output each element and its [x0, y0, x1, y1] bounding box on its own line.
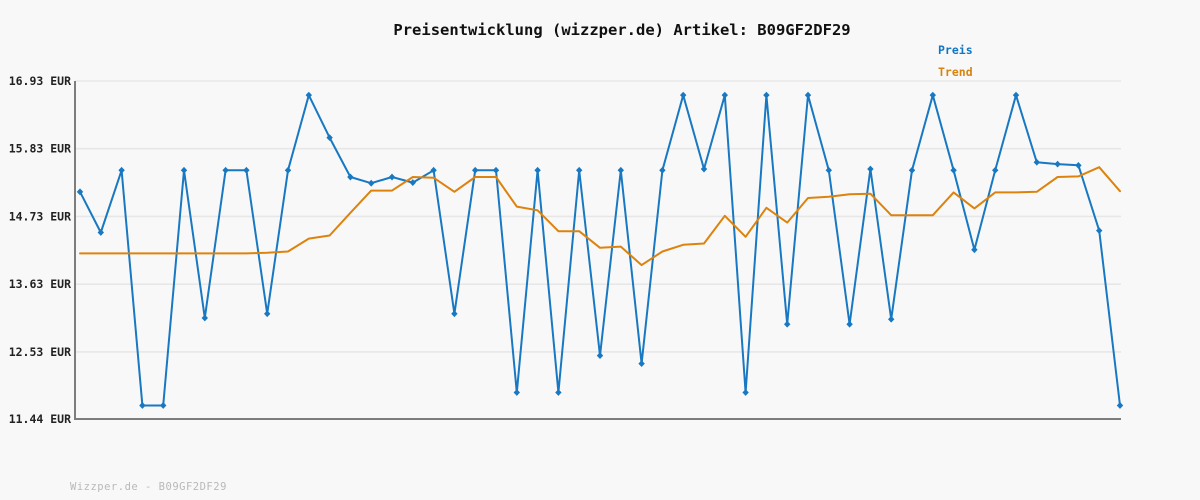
data-point-marker [180, 166, 188, 174]
data-point-marker [243, 166, 250, 174]
legend-item-trend: Trend [938, 65, 973, 79]
legend-item-preis: Preis [938, 43, 973, 57]
y-axis-label: 12.53 EUR [9, 345, 71, 359]
data-point-marker [742, 389, 749, 396]
data-point-marker [513, 389, 520, 396]
data-point-marker [368, 179, 375, 187]
footer-watermark: Wizzper.de - B09GF2DF29 [70, 481, 227, 493]
data-point-marker [1033, 158, 1040, 166]
data-point-marker [284, 166, 292, 174]
data-point-marker [97, 229, 104, 236]
data-point-marker [929, 91, 936, 99]
y-axis-label: 13.63 EUR [9, 277, 71, 291]
data-point-marker [139, 402, 146, 409]
data-point-marker [596, 352, 604, 359]
data-point-marker [388, 173, 396, 181]
data-point-marker [680, 91, 687, 99]
data-point-marker [1096, 227, 1103, 235]
data-point-marker [264, 310, 271, 318]
data-point-marker [700, 165, 708, 173]
data-point-marker [534, 166, 541, 174]
chart-title: Preisentwicklung (wizzper.de) Artikel: B… [393, 21, 851, 39]
data-point-marker [617, 166, 624, 174]
data-point-marker [201, 314, 208, 322]
data-point-marker [305, 91, 312, 99]
data-point-marker [825, 166, 832, 174]
data-point-marker [430, 166, 437, 174]
data-point-marker [846, 320, 853, 328]
data-point-marker [451, 310, 458, 318]
chart-legend: Preis Trend [938, 39, 973, 83]
data-point-marker [950, 166, 957, 174]
data-point-marker [888, 315, 895, 323]
y-axis-label: 15.83 EUR [9, 142, 71, 156]
data-point-marker [347, 173, 354, 181]
data-point-marker [76, 188, 84, 196]
data-point-marker [409, 179, 416, 186]
data-point-marker [1075, 161, 1082, 169]
data-point-marker [804, 91, 812, 99]
data-point-marker [1054, 160, 1061, 168]
data-point-marker [576, 166, 583, 174]
data-point-marker [784, 320, 791, 328]
y-axis-label: 16.93 EUR [9, 74, 71, 88]
data-point-marker [638, 360, 645, 367]
data-point-marker [492, 166, 500, 174]
data-point-marker [721, 91, 728, 99]
data-point-marker [971, 246, 978, 254]
data-point-marker [867, 165, 874, 173]
data-point-marker [1116, 402, 1124, 409]
data-point-marker [555, 389, 562, 396]
data-point-marker [222, 166, 229, 174]
y-axis-label: 11.44 EUR [9, 412, 71, 426]
y-axis-label: 14.73 EUR [9, 209, 71, 223]
data-point-marker [1012, 91, 1020, 99]
data-point-marker [160, 402, 167, 409]
data-point-marker [472, 166, 479, 174]
data-point-marker [908, 166, 916, 174]
data-point-marker [659, 166, 666, 174]
data-point-marker [763, 91, 770, 99]
data-point-marker [326, 134, 333, 142]
data-point-marker [118, 166, 125, 174]
trend-line [79, 166, 1121, 267]
data-point-marker [992, 166, 999, 174]
